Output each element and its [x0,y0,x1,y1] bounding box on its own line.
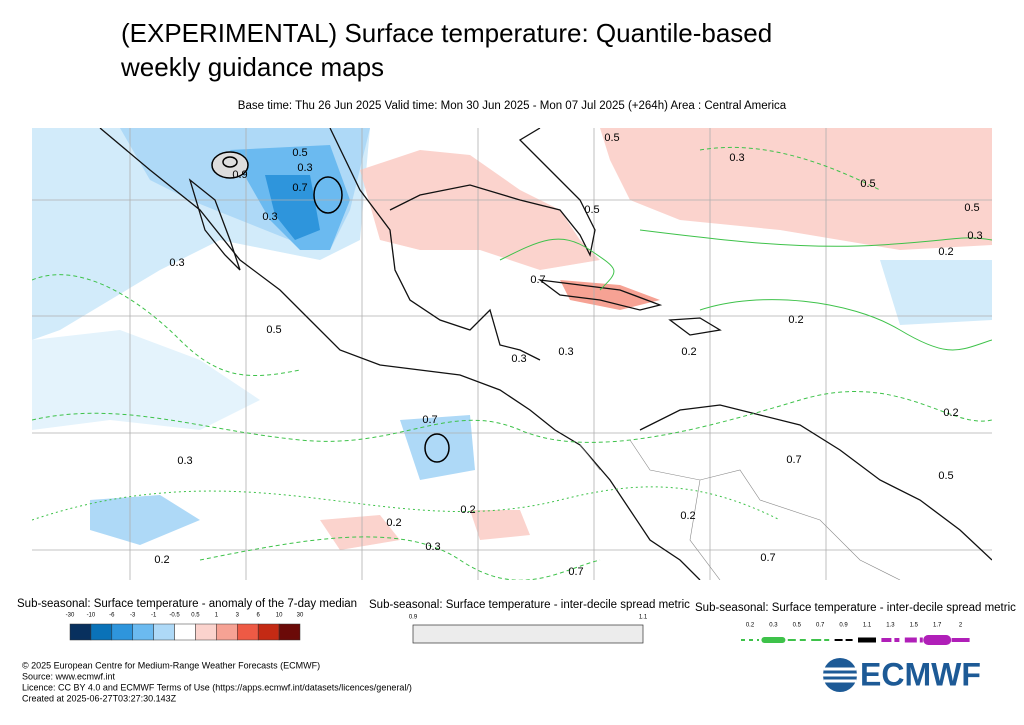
color-swatch [412,624,644,644]
legend-tick-label: 1 [215,613,219,619]
contour-label: 0.3 [177,455,192,467]
footer-line: © 2025 European Centre for Medium-Range … [22,660,320,670]
map: 0.5 0.3 0.9 0.7 0.5 0.3 0.5 0.3 0.5 0.5 0.3 0.2 0.3 0… [32,128,992,580]
contour-label: 0.5 [964,202,979,214]
contour-label: 0.2 [386,517,401,529]
color-swatch [69,623,92,641]
legend-tick-label: 10 [276,613,283,619]
legend-tick-label: 0.3 [769,623,778,629]
legend-tick-label: -3 [130,613,136,619]
contour-label: 0.3 [262,211,277,223]
contour-label: 0.3 [169,257,184,269]
legend-tick-label: 0.7 [816,623,825,629]
title: weekly guidance maps [120,52,384,82]
legend-tick-label: 6 [257,613,261,619]
contour-label: 0.7 [530,274,545,286]
color-swatch [216,623,238,641]
contour-label: 0.3 [425,541,440,553]
legend-tick-label: 1.3 [886,623,895,629]
footer-line: Created at 2025-06-27T03:27:30.143Z [22,693,177,703]
contour-label: 0.5 [266,324,281,336]
contour-label: 0.3 [558,346,573,358]
legend-title: Sub-seasonal: Surface temperature - inte… [695,602,1016,614]
contour-label: 0.5 [292,147,307,159]
legend-tick-label: -0.5 [169,613,180,619]
contour-label: 0.3 [729,152,744,164]
legend-tick-label: -10 [87,613,96,619]
contour-label: 0.7 [422,414,437,426]
contour-label: 0.7 [786,454,801,466]
legend-tick-label: 1.7 [933,623,942,629]
legend-tick-label: 2 [959,623,963,629]
contour-label: 0.7 [760,552,775,564]
logo: ECMWF [823,656,981,692]
color-swatch [132,623,154,641]
legend-tick-label: 1.1 [639,615,648,621]
subtitle: Base time: Thu 26 Jun 2025 Valid time: M… [238,100,787,112]
color-swatch [257,623,280,641]
contour-label: 0.2 [680,510,695,522]
contour-label: 0.7 [292,182,307,194]
legend-tick-label: -1 [151,613,157,619]
legend-tick-label: 0.5 [191,613,200,619]
contour-label: 0.5 [860,178,875,190]
color-swatch [111,623,133,641]
legend-tick-label: 0.2 [746,623,755,629]
legend-tick-label: 0.5 [793,623,802,629]
legend-tick-label: 3 [236,613,240,619]
legend-title: Sub-seasonal: Surface temperature - inte… [369,599,690,611]
legend-tick-label: -6 [109,613,115,619]
legend-tick-label: -30 [66,613,75,619]
logo-text: ECMWF [860,656,981,692]
contour-label: 0.2 [788,314,803,326]
contour-label: 0.2 [943,407,958,419]
contour-label: 0.2 [681,346,696,358]
legend-tick-label: 1.5 [910,623,919,629]
color-swatch [278,623,301,641]
contour-label: 0.9 [232,169,247,181]
contour-label: 0.3 [297,162,312,174]
contour-label: 0.7 [568,566,583,578]
footer-line: Source: www.ecmwf.int [22,671,116,681]
contour-label: 0.3 [511,353,526,365]
contour-label: 0.5 [938,470,953,482]
color-swatch [90,623,113,641]
color-swatch [153,623,175,641]
legend-tick-label: 30 [297,613,304,619]
contour-label: 0.3 [967,230,982,242]
color-swatch [195,623,217,641]
contour-label: 0.2 [460,504,475,516]
footer-line: Licence: CC BY 4.0 and ECMWF Terms of Us… [22,682,412,692]
contour-label: 0.5 [584,204,599,216]
legend-tick-label: 0.9 [839,623,848,629]
color-swatch [237,623,259,641]
contour-label: 0.2 [938,246,953,258]
color-swatch [174,623,196,641]
legend-tick-label: 0.9 [409,615,418,621]
contour-label: 0.5 [604,132,619,144]
legend-title: Sub-seasonal: Surface temperature - anom… [17,598,357,610]
legend-tick-label: 1.1 [863,623,872,629]
title: (EXPERIMENTAL) Surface temperature: Quan… [121,18,772,48]
contour-label: 0.2 [154,554,169,566]
